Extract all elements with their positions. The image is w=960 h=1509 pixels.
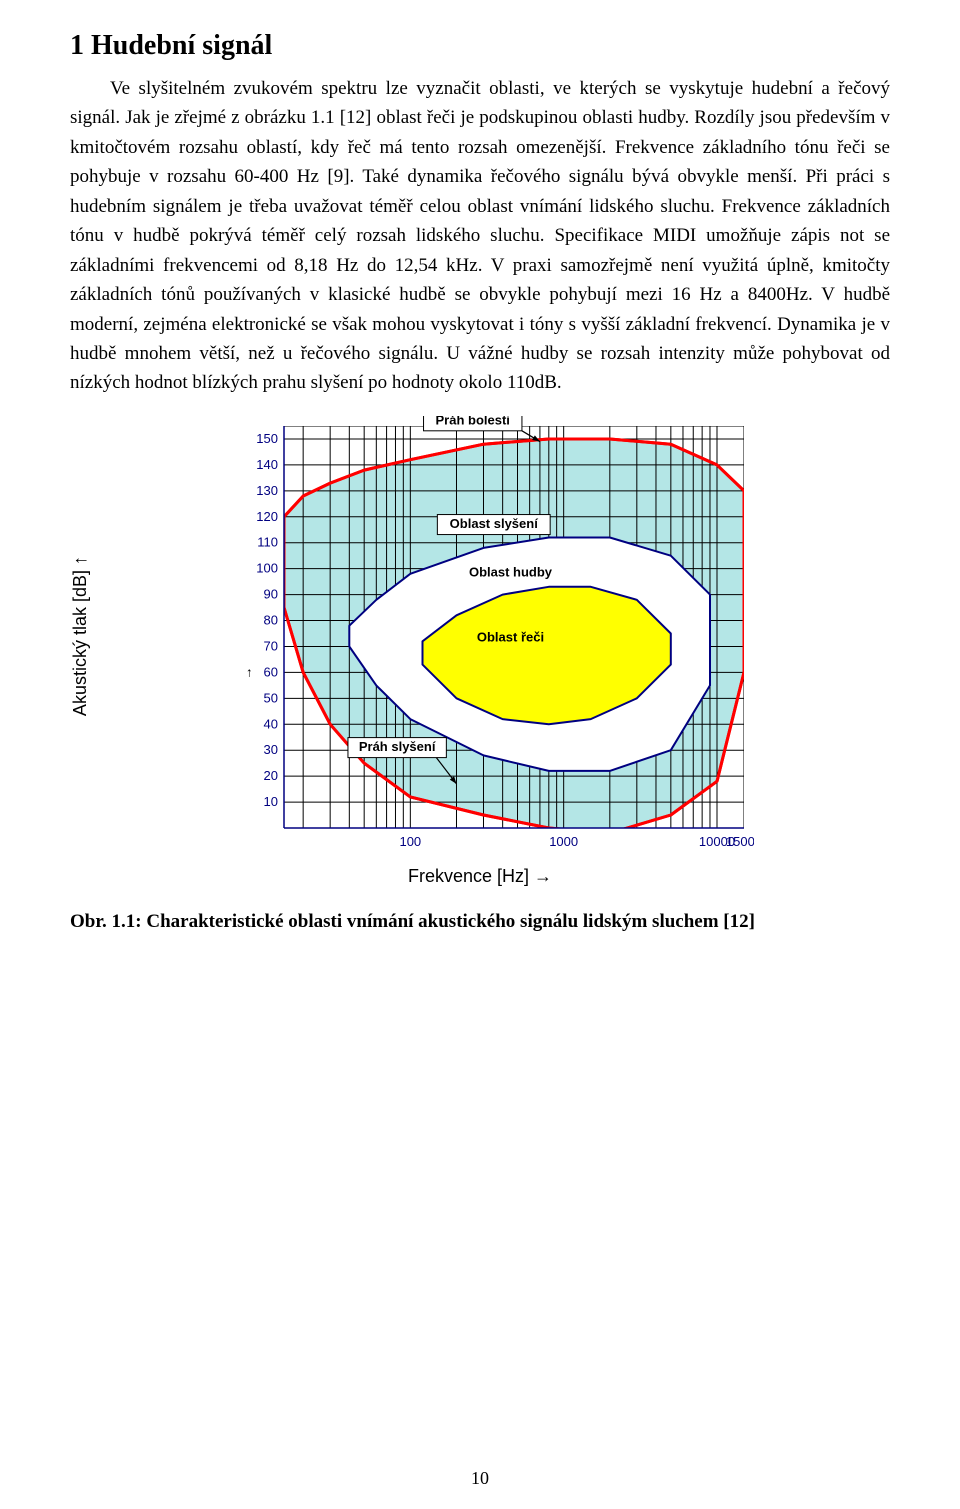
svg-text:60: 60 — [263, 664, 277, 679]
page-number: 10 — [0, 1468, 960, 1489]
svg-text:20: 20 — [263, 768, 277, 783]
svg-text:40: 40 — [263, 716, 277, 731]
svg-text:Oblast řeči: Oblast řeči — [476, 629, 543, 644]
svg-text:30: 30 — [263, 742, 277, 757]
hearing-chart: 10 20 30 40 50 60 70 80 90 100 110 120 130 140 150 100 1… — [234, 416, 754, 856]
y-axis-label: Akustický tlak [dB] ↑ — [70, 556, 91, 716]
svg-text:90: 90 — [263, 586, 277, 601]
svg-text:100: 100 — [256, 560, 278, 575]
svg-text:130: 130 — [256, 483, 278, 498]
figure-caption: Obr. 1.1: Charakteristické oblasti vnímá… — [70, 911, 890, 933]
svg-text:150: 150 — [256, 431, 278, 446]
svg-text:50: 50 — [263, 690, 277, 705]
svg-text:Oblast slyšení: Oblast slyšení — [449, 516, 538, 531]
svg-text:100: 100 — [399, 834, 421, 849]
section-heading: 1 Hudební signál — [70, 30, 890, 62]
svg-text:140: 140 — [256, 457, 278, 472]
svg-text:↑: ↑ — [246, 664, 253, 679]
figure-1-1: Akustický tlak [dB] ↑ 10 20 30 40 50 60 70 80 90… — [70, 416, 890, 887]
svg-text:80: 80 — [263, 612, 277, 627]
svg-text:10: 10 — [263, 794, 277, 809]
svg-text:Práh slyšení: Práh slyšení — [358, 739, 435, 754]
svg-text:15000: 15000 — [725, 834, 753, 849]
body-paragraph: Ve slyšitelném zvukovém spektru lze vyzn… — [70, 74, 890, 398]
svg-text:110: 110 — [257, 535, 278, 550]
svg-text:Oblast hudby: Oblast hudby — [468, 564, 552, 579]
svg-text:1000: 1000 — [549, 834, 578, 849]
svg-text:Práh bolesti: Práh bolesti — [435, 416, 509, 427]
svg-text:120: 120 — [256, 509, 278, 524]
svg-text:70: 70 — [263, 638, 277, 653]
x-axis-label: Frekvence [Hz] → — [70, 866, 890, 887]
